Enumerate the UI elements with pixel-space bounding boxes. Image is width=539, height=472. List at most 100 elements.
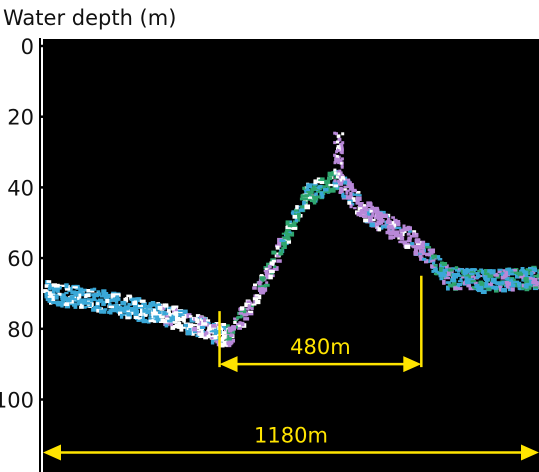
sounding-point xyxy=(367,218,374,222)
sounding-point xyxy=(236,316,240,320)
sounding-point xyxy=(452,284,457,288)
sounding-point xyxy=(114,304,120,309)
sounding-point xyxy=(99,309,104,314)
sounding-point xyxy=(340,165,344,169)
plot-background xyxy=(43,39,539,472)
sounding-point xyxy=(194,317,198,321)
sounding-point xyxy=(341,192,345,198)
sounding-point xyxy=(339,171,343,175)
sounding-point xyxy=(500,272,505,277)
sounding-point xyxy=(206,333,211,339)
sounding-point xyxy=(182,319,186,323)
sounding-point xyxy=(344,179,349,182)
sounding-point xyxy=(470,280,477,283)
sounding-point xyxy=(119,313,124,319)
sounding-point xyxy=(93,305,99,311)
sounding-point xyxy=(340,157,344,161)
sounding-point xyxy=(47,291,52,296)
sounding-point xyxy=(448,283,455,288)
sounding-point xyxy=(83,306,87,309)
sounding-point xyxy=(161,305,166,310)
sounding-point xyxy=(537,286,539,289)
sounding-point xyxy=(110,293,115,298)
sounding-point xyxy=(310,188,316,192)
sounding-point xyxy=(139,299,146,303)
sounding-point xyxy=(373,206,379,212)
sounding-point xyxy=(123,305,130,311)
sounding-point xyxy=(269,261,275,266)
sounding-point xyxy=(221,323,227,327)
sounding-point xyxy=(72,298,78,301)
sounding-point xyxy=(281,240,287,246)
sounding-point xyxy=(247,310,253,313)
sounding-point xyxy=(339,159,343,163)
sounding-point xyxy=(323,187,329,192)
sounding-point xyxy=(260,290,265,295)
sounding-point xyxy=(101,300,107,304)
sounding-point xyxy=(337,155,341,159)
sounding-point xyxy=(396,234,402,238)
sounding-point xyxy=(117,297,121,301)
sounding-point xyxy=(313,196,317,201)
sounding-point xyxy=(409,235,416,238)
sounding-point xyxy=(315,180,321,184)
sounding-point xyxy=(182,309,188,315)
sounding-point xyxy=(170,325,176,330)
sounding-point xyxy=(388,231,394,236)
sounding-point xyxy=(391,227,395,233)
sounding-point xyxy=(102,309,107,314)
sounding-point xyxy=(78,287,84,292)
sounding-point xyxy=(133,316,139,319)
sounding-point xyxy=(339,188,344,193)
sounding-point xyxy=(256,294,262,300)
sounding-point xyxy=(488,285,495,290)
sounding-point xyxy=(199,318,204,323)
sounding-point xyxy=(413,250,419,256)
sounding-point xyxy=(247,304,251,310)
sounding-point xyxy=(157,311,162,314)
sounding-point xyxy=(307,191,311,196)
sounding-point xyxy=(456,274,462,277)
sounding-point xyxy=(73,304,78,309)
sounding-point xyxy=(84,294,88,298)
sounding-point xyxy=(62,301,66,305)
sounding-point xyxy=(52,288,56,293)
sounding-point xyxy=(510,287,515,292)
sounding-point xyxy=(499,281,505,285)
sounding-point xyxy=(225,333,232,337)
sounding-point xyxy=(380,225,387,229)
sounding-point xyxy=(409,244,415,247)
sounding-point xyxy=(78,299,84,302)
sounding-point xyxy=(129,298,134,302)
sounding-point xyxy=(131,297,136,302)
sounding-point xyxy=(436,255,441,259)
sounding-point xyxy=(76,296,81,300)
sounding-point xyxy=(128,303,133,306)
sounding-point xyxy=(129,295,133,300)
sounding-point xyxy=(125,309,130,313)
sounding-point xyxy=(345,195,350,200)
sounding-point xyxy=(133,304,138,308)
sounding-point xyxy=(526,278,532,282)
sounding-point xyxy=(171,305,175,311)
sounding-point xyxy=(523,272,529,278)
sounding-point xyxy=(476,274,481,278)
sounding-point xyxy=(338,169,342,173)
sounding-point xyxy=(355,200,360,205)
sounding-point xyxy=(414,232,419,237)
distance-label: 480m xyxy=(290,335,351,359)
sounding-point xyxy=(490,277,496,283)
sounding-point xyxy=(294,212,300,215)
sounding-point xyxy=(422,257,427,261)
sounding-point xyxy=(221,325,226,330)
sounding-point xyxy=(433,272,438,276)
sounding-point xyxy=(401,241,406,244)
sounding-point xyxy=(164,322,169,328)
sounding-point xyxy=(482,274,486,278)
sounding-point xyxy=(302,198,307,201)
sounding-point xyxy=(280,239,286,242)
sounding-point xyxy=(227,327,233,331)
sounding-point xyxy=(432,254,437,259)
sounding-point xyxy=(240,312,244,318)
sounding-point xyxy=(493,274,499,277)
